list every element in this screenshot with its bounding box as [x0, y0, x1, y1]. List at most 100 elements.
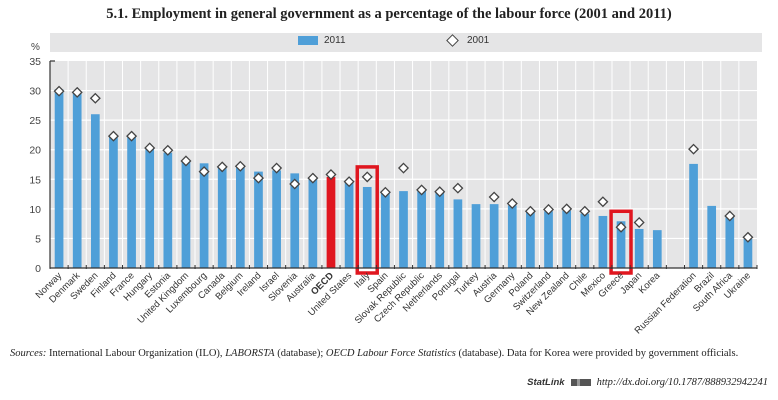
bar-switzerland [544, 211, 553, 268]
bar-czech-republic [417, 189, 426, 268]
bar-austria [489, 204, 499, 268]
y-tick-label: 20 [29, 145, 41, 157]
y-tick-label: 35 [29, 56, 41, 68]
diamond-poland [524, 205, 536, 217]
bar-canada [217, 168, 227, 268]
statlink-url[interactable]: http://dx.doi.org/10.1787/888932942241 [596, 377, 768, 388]
bar-portugal [453, 199, 463, 268]
diamond-belgium [234, 160, 246, 172]
bar-chile [580, 213, 590, 268]
statlink-logo-icon [570, 379, 591, 386]
bar-korea [652, 230, 662, 268]
bar-sweden [90, 114, 100, 268]
bar-oecd [326, 176, 336, 268]
diamond-chile [579, 205, 591, 217]
grid-lines [50, 61, 757, 268]
x-tick-label: Korea [637, 270, 663, 296]
diamond-mexico [597, 196, 609, 208]
bar-luxembourg [199, 163, 209, 268]
source-note: Sources: International Labour Organizati… [10, 347, 768, 360]
diamond-sweden [89, 92, 101, 104]
legend-label-2001: 2001 [467, 35, 490, 46]
bar-japan [634, 228, 644, 268]
source-text-3: (database). Data for Korea were provided… [455, 348, 739, 359]
bar-ireland [254, 171, 263, 268]
bar-south-africa [725, 217, 735, 268]
diamond-new-zealand [561, 203, 573, 215]
axes [49, 60, 758, 269]
y-tick-label: 30 [29, 86, 41, 98]
diamond-hungary [144, 142, 156, 154]
diamond-oecd [325, 169, 337, 181]
chart-svg: 0 5 10 15 20 25 30 35 NorwayDenmarkSwedenFinlan… [29, 56, 758, 337]
legend-item-2001: 2001 [446, 34, 490, 47]
legend-label-2011: 2011 [324, 35, 346, 46]
diamond-norway [53, 85, 65, 97]
diamond-czech-republic [416, 184, 428, 196]
x-axis-labels: NorwayDenmarkSwedenFinlandFranceHungaryE… [34, 270, 753, 337]
diamond-austria [488, 191, 500, 203]
diamond-spain [379, 186, 391, 198]
y-axis-ticks: 0 5 10 15 20 25 30 35 [29, 56, 41, 275]
diamond-ireland [252, 172, 264, 184]
y-tick-label: 15 [29, 174, 41, 186]
bar-slovak-republic [399, 191, 408, 268]
bar-greece [616, 221, 626, 268]
diamond-israel [271, 162, 283, 174]
bar-israel [272, 170, 281, 268]
diamond-slovak-republic [397, 162, 410, 174]
bar-turkey [471, 204, 481, 268]
bar-poland [526, 212, 535, 268]
source-text-1: International Labour Organization (ILO), [46, 348, 226, 359]
highlight-box-greece [609, 209, 633, 275]
y-tick-label: 10 [29, 204, 41, 216]
bar-brazil [707, 205, 717, 268]
diamond-estonia [162, 144, 174, 156]
diamond-france [126, 130, 138, 142]
bar-italy [362, 186, 372, 268]
diamond-slovenia [289, 178, 301, 190]
bar-denmark [72, 91, 82, 268]
y-tick-label: 25 [29, 115, 41, 127]
source-text-2: (database); [274, 348, 326, 359]
bar-australia [308, 178, 318, 268]
bar-ukraine [743, 239, 753, 268]
highlight-box-italy [355, 165, 379, 275]
diamond-south-africa [724, 210, 736, 222]
diamond-germany [506, 198, 518, 210]
statlink-label: StatLink [527, 377, 565, 388]
legend-bar-swatch [298, 36, 318, 45]
diamond-switzerland [543, 203, 555, 215]
source-italic-1: LABORSTA [225, 348, 275, 359]
y-tick-label: 5 [35, 233, 41, 245]
diamonds-2001 [53, 85, 754, 243]
highlight-boxes [355, 165, 633, 275]
bar-netherlands [435, 192, 445, 268]
bar-united-kingdom [181, 162, 191, 268]
bar-mexico [598, 215, 608, 268]
chart-title: 5.1. Employment in general government as… [106, 6, 672, 22]
source-prefix: Sources: [10, 348, 47, 359]
diamond-japan [633, 216, 645, 228]
bar-slovenia [290, 173, 300, 268]
bar-spain [381, 192, 390, 268]
y-tick-label: 0 [35, 263, 41, 275]
y-axis-label: % [31, 42, 40, 53]
bar-germany [507, 205, 517, 268]
bar-new-zealand [562, 210, 572, 268]
bar-estonia [163, 152, 173, 268]
diamond-finland [107, 130, 119, 142]
bar-hungary [145, 147, 155, 268]
bar-finland [109, 136, 118, 268]
diamond-denmark [71, 86, 83, 98]
diamond-luxembourg [198, 166, 210, 178]
source-italic-2: OECD Labour Force Statistics [325, 348, 456, 359]
bar-belgium [235, 167, 245, 268]
legend: 2011 2001 [50, 33, 762, 52]
x-tick-label: Russian Federation [633, 270, 699, 336]
bar-united-states [344, 181, 354, 268]
diamond-ukraine [742, 231, 754, 243]
bar-russian-federation [689, 163, 698, 268]
legend-item-2011: 2011 [298, 35, 346, 46]
diamond-australia [307, 172, 319, 184]
